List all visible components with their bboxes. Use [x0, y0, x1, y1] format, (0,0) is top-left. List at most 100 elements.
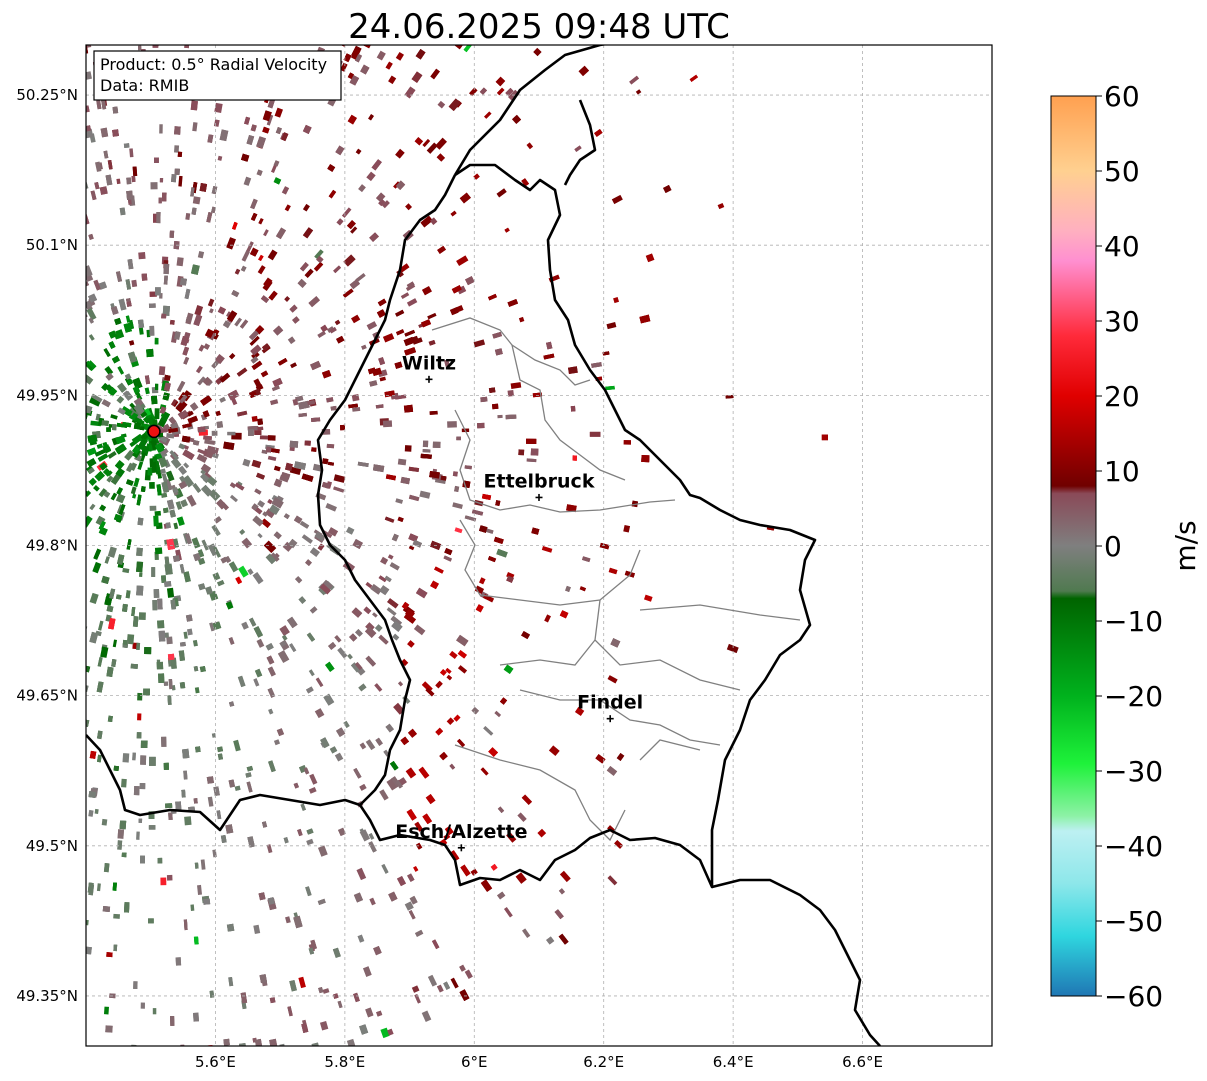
radar-bin: [126, 634, 135, 645]
radar-bin: [121, 852, 127, 858]
colorbar: 60 50 40 30 20 10 0 −10 −20 −30 −40 −50 −60 m/s: [1050, 80, 1202, 1013]
radar-bin: [171, 399, 177, 407]
radar-bin: [205, 586, 213, 595]
radar-bin: [397, 516, 404, 523]
radar-bin: [105, 372, 114, 381]
radar-bin: [247, 568, 254, 575]
radar-bin: [325, 661, 335, 672]
radar-bin: [314, 708, 325, 719]
radar-bin: [116, 178, 121, 185]
radar-bin: [96, 443, 103, 449]
colorbar-unit-label: m/s: [1169, 520, 1202, 571]
radar-bin: [83, 1047, 88, 1058]
radar-bin: [184, 45, 190, 49]
radar-bin: [187, 410, 194, 417]
radar-bin: [108, 330, 117, 339]
radar-bin: [457, 650, 467, 659]
radar-bin: [245, 772, 252, 778]
radar-bin: [137, 319, 145, 329]
radar-bin: [117, 382, 127, 393]
radar-bin: [229, 494, 238, 503]
radar-bin: [395, 498, 404, 504]
radar-bin: [408, 910, 416, 920]
radar-bin: [341, 207, 352, 218]
radar-bin: [353, 768, 362, 779]
radar-bin: [275, 227, 287, 240]
radar-bin: [351, 394, 360, 402]
radar-bin: [197, 884, 203, 895]
radar-bin: [252, 572, 264, 585]
radar-bin: [449, 763, 456, 770]
radar-bin: [663, 185, 672, 193]
colorbar-tick-label: −30: [1104, 755, 1163, 788]
radar-bin: [267, 455, 277, 462]
radar-bin: [354, 662, 363, 671]
radar-bin: [454, 527, 463, 534]
radar-bin: [206, 476, 218, 487]
radar-bin: [202, 410, 210, 418]
radar-bin: [212, 593, 219, 601]
radar-bin: [250, 124, 257, 132]
radar-bin: [434, 566, 444, 574]
radar-bin: [388, 75, 397, 85]
radar-bin: [165, 803, 173, 809]
radar-bin: [193, 314, 203, 327]
radar-bin: [197, 376, 206, 386]
radar-bin: [726, 643, 739, 654]
radar-bin: [459, 192, 471, 204]
colorbar-tick-label: −40: [1104, 830, 1163, 863]
radar-bin: [121, 603, 128, 613]
colorbar-tick-label: 40: [1104, 230, 1140, 263]
radar-bin: [422, 138, 431, 148]
radar-bin: [328, 642, 337, 650]
radar-bin: [147, 467, 153, 476]
radar-bin: [159, 178, 164, 183]
radar-bin: [407, 640, 415, 648]
radar-bin: [559, 870, 571, 883]
radar-bin: [126, 190, 134, 201]
radar-bin: [496, 548, 508, 558]
radar-bin: [471, 509, 484, 516]
map-panel: Wiltz Ettelbruck Findel Esch/Alzette Produc…: [83, 44, 993, 1058]
radar-bin: [98, 281, 107, 290]
radar-bin: [174, 126, 181, 135]
radar-bin: [280, 472, 291, 480]
radar-bin: [405, 203, 413, 211]
radar-bin: [178, 650, 186, 661]
radar-bin: [201, 539, 209, 551]
radar-bin: [459, 989, 470, 1001]
radar-bin: [261, 821, 268, 828]
radar-bin: [282, 541, 293, 552]
radar-bin: [268, 290, 278, 301]
radar-bin: [526, 142, 534, 150]
radar-bin: [447, 421, 457, 428]
radar-bin: [349, 633, 358, 642]
radar-bin: [189, 402, 199, 411]
radar-bin: [285, 916, 291, 924]
radar-bin: [140, 855, 145, 864]
lon-tick-label: 5.8°E: [324, 1053, 365, 1071]
radar-bin: [427, 312, 437, 320]
radar-bin: [435, 137, 447, 150]
radar-bin: [565, 585, 571, 592]
radar-bin: [203, 898, 211, 905]
radar-bin: [251, 459, 262, 469]
radar-bin: [174, 145, 180, 153]
radar-bin: [317, 330, 326, 339]
radar-bin: [258, 254, 264, 262]
radar-bin: [497, 891, 506, 900]
info-box: Product: 0.5° Radial Velocity Data: RMIB: [93, 50, 342, 101]
border-germany-interior: [563, 99, 597, 186]
radar-bin: [229, 353, 236, 360]
radar-bin: [430, 580, 439, 590]
radar-bin: [365, 581, 373, 589]
radar-bin: [156, 484, 162, 496]
radar-bin: [96, 100, 102, 110]
radar-bin: [437, 245, 446, 254]
radar-bin: [369, 897, 376, 906]
colorbar-tick-label: −50: [1104, 905, 1163, 938]
radar-bin: [258, 892, 266, 901]
radar-bin: [335, 145, 345, 156]
radar-bin: [639, 314, 651, 324]
radar-bin: [219, 396, 226, 403]
